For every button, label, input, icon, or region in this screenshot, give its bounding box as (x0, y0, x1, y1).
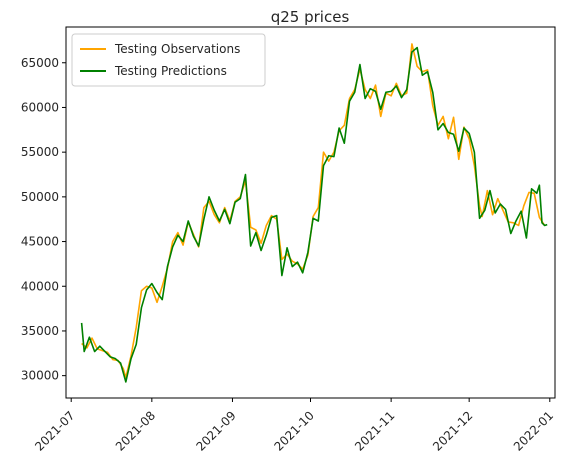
y-axis: 30000 35000 40000 45000 50000 55000 60000 65000 (21, 56, 66, 383)
legend-label: Testing Observations (114, 42, 240, 56)
legend-box (71, 33, 266, 87)
y-tick-label: 40000 (21, 279, 59, 293)
y-tick-label: 45000 (21, 235, 59, 249)
series-1 (81, 43, 546, 379)
y-tick-label: 35000 (21, 324, 59, 338)
legend-label: Testing Predictions (114, 64, 227, 78)
y-tick-label: 60000 (21, 100, 59, 114)
y-tick-label: 30000 (21, 369, 59, 383)
chart-title: q25 prices (271, 8, 350, 26)
series-line (80, 46, 548, 383)
series-line (81, 43, 546, 379)
series-layer (80, 43, 548, 383)
y-tick-label: 55000 (21, 145, 59, 159)
y-tick-label: 65000 (21, 56, 59, 70)
y-tick-label: 50000 (21, 190, 59, 204)
series-2 (80, 46, 548, 383)
legend: Testing Observations Testing Predictions (71, 33, 266, 87)
